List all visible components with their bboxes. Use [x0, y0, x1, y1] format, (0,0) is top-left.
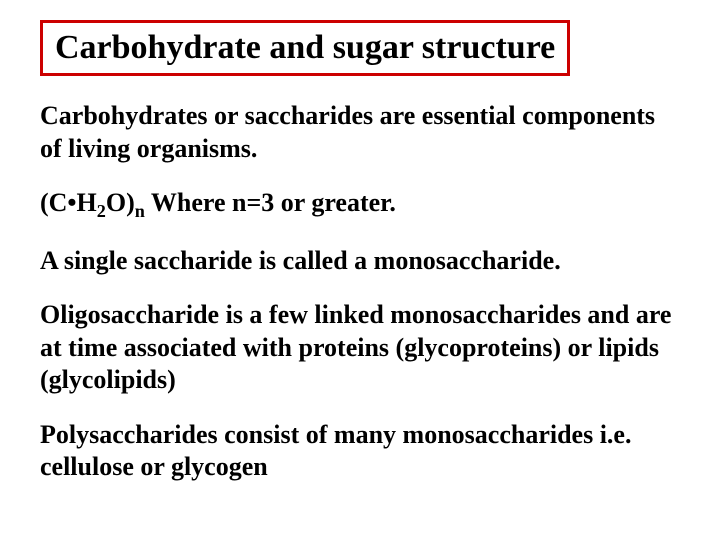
paragraph-poly: Polysaccharides consist of many monosacc…: [40, 419, 680, 484]
formula-suffix: Where n=3 or greater.: [145, 188, 396, 217]
formula-prefix: (C•H: [40, 188, 97, 217]
formula-sub1: 2: [97, 201, 106, 221]
paragraph-oligo: Oligosaccharide is a few linked monosacc…: [40, 299, 680, 397]
paragraph-mono: A single saccharide is called a monosacc…: [40, 245, 680, 278]
title-box: Carbohydrate and sugar structure: [40, 20, 570, 76]
slide-title: Carbohydrate and sugar structure: [55, 29, 555, 67]
paragraph-intro: Carbohydrates or saccharides are essenti…: [40, 100, 680, 165]
formula-mid: O): [106, 188, 135, 217]
formula-sub2: n: [135, 201, 145, 221]
paragraph-formula: (C•H2O)n Where n=3 or greater.: [40, 187, 680, 223]
